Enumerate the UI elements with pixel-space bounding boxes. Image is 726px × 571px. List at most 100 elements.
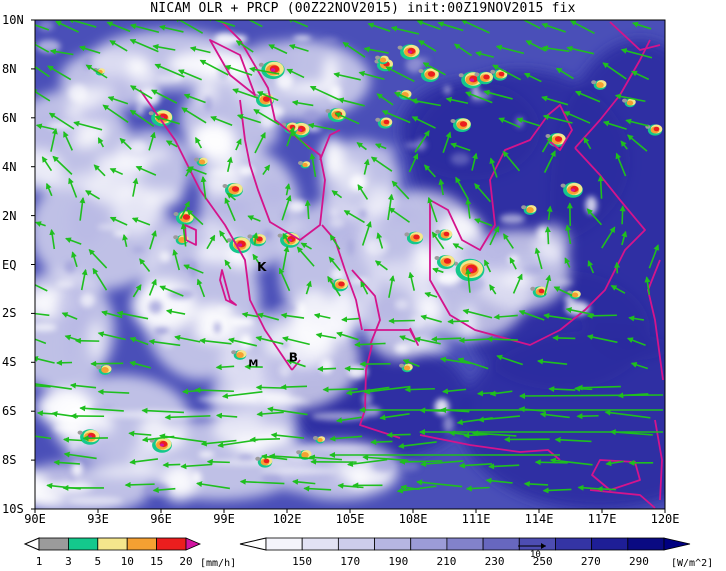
wind-arrow — [335, 416, 362, 424]
wind-arrow — [55, 20, 79, 33]
wind-arrow — [498, 117, 521, 128]
wind-arrow — [119, 137, 132, 150]
olr-cloud-patch — [161, 464, 197, 502]
olr-cloud-speck — [322, 37, 339, 44]
wind-arrow — [574, 90, 601, 103]
wind-arrow — [186, 209, 204, 226]
olr-cloud-speck — [366, 239, 389, 256]
coastline — [589, 489, 656, 509]
wind-arrow — [534, 247, 543, 270]
wind-arrow — [631, 70, 650, 81]
vector-scale-arrow — [518, 543, 546, 549]
wind-arrow — [543, 150, 556, 173]
precip-contour — [596, 82, 604, 88]
wind-arrow — [85, 64, 108, 79]
wind-arrow — [416, 20, 441, 31]
wind-arrow — [183, 264, 204, 274]
olr-cloud-patch — [118, 186, 137, 196]
chart-title: NICAM OLR + PRCP (00Z22NOV2015) init:00Z… — [150, 1, 576, 16]
wind-arrow — [619, 205, 626, 225]
precip-contour — [301, 452, 309, 458]
olr-cloud-speck — [349, 278, 369, 284]
precip-light-speck — [375, 55, 381, 60]
precip-contour — [256, 236, 263, 242]
precip-light-speck — [434, 256, 440, 260]
precip-contour — [262, 96, 271, 102]
wind-arrow — [252, 253, 264, 270]
wind-arrow — [602, 62, 627, 80]
wind-arrow — [471, 430, 517, 437]
wind-arrow — [280, 384, 308, 391]
olr-cloud-patch — [291, 289, 336, 353]
olr-cloud-speck — [320, 358, 333, 374]
wind-arrow — [309, 153, 317, 178]
precip-contour — [338, 281, 345, 287]
wind-arrow — [465, 485, 490, 492]
lon-label: 111E — [461, 512, 491, 526]
wind-arrow — [453, 43, 473, 57]
wind-arrow — [122, 234, 129, 248]
wind-arrow — [363, 158, 370, 175]
lat-label: EQ — [2, 257, 17, 272]
lon-label: 93E — [87, 512, 109, 526]
precip-cell — [313, 436, 326, 444]
wind-arrow — [576, 413, 599, 420]
wind-arrow — [458, 462, 493, 469]
olr-cloud-patch — [200, 195, 255, 219]
olr-cloud-speck — [153, 327, 170, 335]
precip-cell — [404, 231, 424, 245]
olr-colorbar-label: 230 — [484, 555, 505, 568]
wind-arrow — [370, 156, 393, 172]
olr-cloud-speck — [135, 104, 145, 116]
wind-arrow — [52, 155, 73, 175]
wind-arrow — [354, 341, 386, 348]
precip-light-speck — [296, 450, 302, 455]
lon-label: 105E — [335, 512, 365, 526]
wind-arrow — [150, 89, 178, 104]
wind-arrow — [35, 221, 46, 227]
wind-arrow — [79, 405, 124, 412]
olr-cloud-speck — [210, 169, 236, 176]
wind-arrow — [267, 406, 308, 416]
olr-cloud-speck — [53, 424, 80, 432]
wind-arrow — [292, 478, 316, 485]
wind-arrow — [228, 337, 258, 347]
wind-arrow — [458, 337, 489, 344]
lat-label: 2N — [2, 208, 17, 223]
wind-arrow — [80, 268, 88, 291]
wind-arrow — [363, 46, 389, 54]
wind-arrow — [152, 44, 176, 51]
precip-light-speck — [450, 119, 456, 123]
olr-cloud-speck — [56, 280, 75, 289]
wind-arrow — [179, 200, 190, 220]
olr-cloud-speck — [346, 239, 355, 257]
precip-cell — [474, 71, 494, 85]
wind-arrow — [235, 40, 254, 53]
wind-arrow — [485, 477, 513, 484]
wind-arrow — [450, 142, 471, 152]
wind-arrow — [374, 260, 388, 271]
wind-arrow — [139, 258, 151, 272]
wind-arrow — [358, 70, 385, 81]
wind-arrow — [496, 354, 523, 366]
wind-arrow — [388, 317, 415, 324]
precip-contour — [298, 128, 302, 132]
precip-cell — [434, 255, 455, 269]
station-marker-b: B — [289, 350, 298, 364]
precip-light-speck — [474, 72, 480, 77]
olr-cloud-speck — [358, 209, 367, 220]
precip-light-speck — [397, 45, 403, 50]
precip-light-speck — [458, 73, 464, 78]
wind-arrow — [411, 116, 436, 129]
precip-colorbar-label: 10 — [120, 555, 134, 568]
olr-colorbar-label: 250 — [532, 555, 553, 568]
wind-arrow — [63, 451, 97, 460]
wind-arrow — [47, 65, 72, 81]
wind-arrow — [475, 50, 494, 58]
olr-cloud-speck — [394, 299, 409, 310]
lat-label: 10S — [2, 502, 24, 516]
precip-contour — [236, 352, 244, 358]
wind-arrow — [347, 458, 388, 467]
wind-arrow — [162, 461, 181, 468]
wind-arrow — [518, 309, 545, 321]
